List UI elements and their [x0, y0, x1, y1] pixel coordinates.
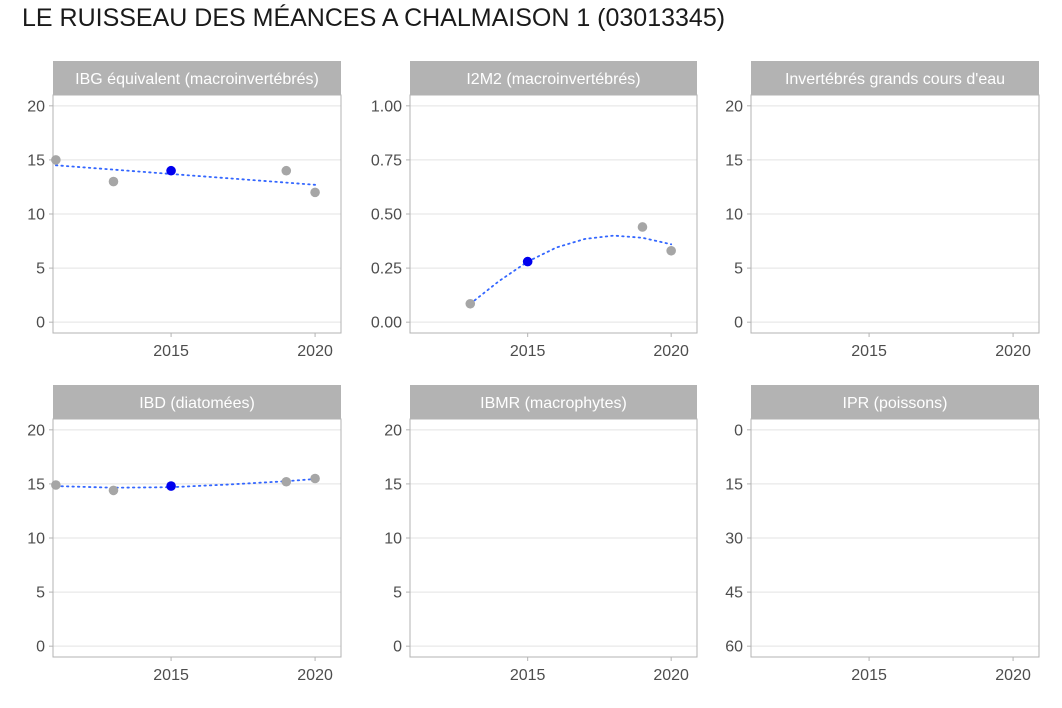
highlight-point	[166, 481, 176, 491]
y-tick-label: 0.00	[371, 315, 402, 332]
x-tick-label: 2020	[297, 343, 333, 360]
x-tick-label: 2020	[653, 343, 689, 360]
data-point	[465, 298, 476, 309]
chart-panel-3: Invertébrés grands cours d'eau0510152020…	[725, 61, 1040, 360]
y-tick-label: 20	[725, 98, 743, 115]
y-tick-label: 20	[27, 422, 45, 439]
data-point	[108, 176, 119, 187]
x-tick-label: 2020	[297, 667, 333, 684]
y-tick-label: 0.75	[371, 152, 402, 169]
chart-panel-4: IBD (diatomées) 0 5 10 15 20 2015 2020	[27, 385, 342, 684]
y-tick-label: 15	[27, 152, 45, 169]
data-point	[281, 476, 292, 487]
x-tick-label: 2015	[510, 343, 546, 360]
y-tick-label: 30	[725, 531, 743, 548]
chart-panel-2: I2M2 (macroinvertébrés) 0.00 0.25 0.50 0.75 1…	[371, 61, 698, 360]
y-tick-label: 0.50	[371, 207, 402, 224]
y-tick-label: 0	[734, 422, 743, 439]
panel-title: IBG équivalent (macroinvertébrés)	[75, 71, 319, 88]
y-tick-label: 1.00	[371, 98, 402, 115]
panel-border	[52, 418, 342, 658]
data-point	[310, 187, 320, 198]
y-tick-label: 10	[384, 531, 402, 548]
x-tick-label: 2015	[153, 343, 189, 360]
panel-border	[750, 418, 1040, 658]
highlight-point	[166, 165, 176, 176]
panel-title: IBMR (macrophytes)	[480, 395, 627, 412]
page-title: LE RUISSEAU DES MÉANCES A CHALMAISON 1 (…	[22, 4, 726, 32]
chart-panel-5: IBMR (macrophytes) 0 5 10 15 20 2015 2020	[384, 385, 698, 684]
y-tick-label: 0	[36, 639, 45, 656]
panel-strip	[410, 385, 697, 419]
y-tick-label: 15	[725, 152, 743, 169]
y-tick-label: 10	[725, 207, 743, 224]
y-tick-label: 5	[36, 261, 45, 278]
y-tick-label: 20	[384, 422, 402, 439]
panel-title: Invertébrés grands cours d'eau	[785, 71, 1005, 88]
data-point	[281, 165, 292, 176]
y-tick-label: 5	[393, 585, 402, 602]
x-tick-label: 2015	[851, 667, 887, 684]
y-tick-label: 10	[27, 207, 45, 224]
data-point	[51, 155, 61, 165]
trend-line	[55, 478, 317, 489]
panel-strip	[53, 385, 341, 419]
y-tick-label: 15	[27, 476, 45, 493]
y-tick-label: 0.25	[371, 261, 402, 278]
chart-panel-1: IBG équivalent (macroinvertébrés) 0 5 10 15 2…	[27, 61, 342, 360]
data-point	[108, 485, 119, 496]
data-point	[310, 473, 320, 484]
y-tick-label: 0	[393, 639, 402, 656]
panel-strip	[751, 385, 1039, 419]
x-tick-label: 2015	[510, 667, 546, 684]
panel-border	[409, 94, 698, 334]
y-tick-label: 0	[36, 315, 45, 332]
data-point	[637, 222, 648, 232]
panel-strip	[751, 61, 1039, 95]
x-tick-label: 2020	[995, 343, 1031, 360]
panel-title: I2M2 (macroinvertébrés)	[466, 71, 640, 88]
y-tick-label: 15	[725, 476, 743, 493]
x-tick-label: 2015	[851, 343, 887, 360]
panel-strip	[410, 61, 697, 95]
chart-panel-6: IPR (poissons) 0 15 30 45 60 2015 2020	[725, 385, 1040, 684]
y-tick-label: 5	[734, 261, 743, 278]
y-tick-label: 15	[384, 476, 402, 493]
y-tick-label: 60	[725, 639, 743, 656]
x-tick-label: 2015	[153, 667, 189, 684]
panel-border	[52, 94, 342, 334]
highlight-point	[522, 256, 533, 267]
x-tick-label: 2020	[995, 667, 1031, 684]
trend-line	[55, 164, 317, 186]
panel-border	[750, 94, 1040, 334]
y-tick-label: 45	[725, 585, 743, 602]
panel-title: IBD (diatomées)	[139, 395, 255, 412]
panel-strip	[53, 61, 341, 95]
data-point	[51, 480, 61, 490]
trend-line	[469, 234, 673, 305]
y-tick-label: 10	[27, 531, 45, 548]
y-tick-label: 20	[27, 98, 45, 115]
panel-border	[409, 418, 698, 658]
x-tick-label: 2020	[653, 667, 689, 684]
y-tick-label: 0	[734, 315, 743, 332]
data-point	[666, 245, 676, 256]
y-tick-label: 5	[36, 585, 45, 602]
panel-title: IPR (poissons)	[843, 395, 948, 412]
